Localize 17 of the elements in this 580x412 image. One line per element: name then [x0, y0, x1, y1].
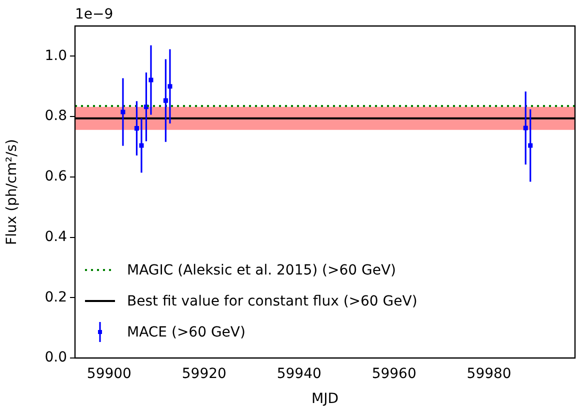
y-tick-label: 0.6 — [44, 168, 68, 185]
y-axis-title: Flux (ph/cm²/s) — [4, 139, 20, 245]
y-tick-label: 0.8 — [44, 108, 67, 124]
legend-label: Best fit value for constant flux (>60 GeV) — [127, 294, 418, 310]
x-tick-label: 59900 — [86, 366, 132, 382]
y-tick-label: 0.2 — [44, 289, 67, 306]
legend-label: MAGIC (Aleksic et al. 2015) (>60 GeV) — [127, 262, 396, 279]
x-tick-label: 59940 — [276, 366, 322, 382]
x-axis-title: MJD — [312, 391, 338, 408]
y-tick-label: 1.0 — [44, 48, 67, 64]
text: 1e−9 — [75, 6, 114, 23]
x-tick-label: 59980 — [466, 366, 512, 382]
y-tick-label: 0.4 — [44, 228, 68, 245]
y-tick-label: 0.0 — [44, 350, 67, 366]
x-tick-label: 59920 — [182, 366, 226, 382]
legend-label: MACE (>60 GeV) — [127, 324, 246, 341]
x-tick-label: 59960 — [372, 366, 416, 382]
